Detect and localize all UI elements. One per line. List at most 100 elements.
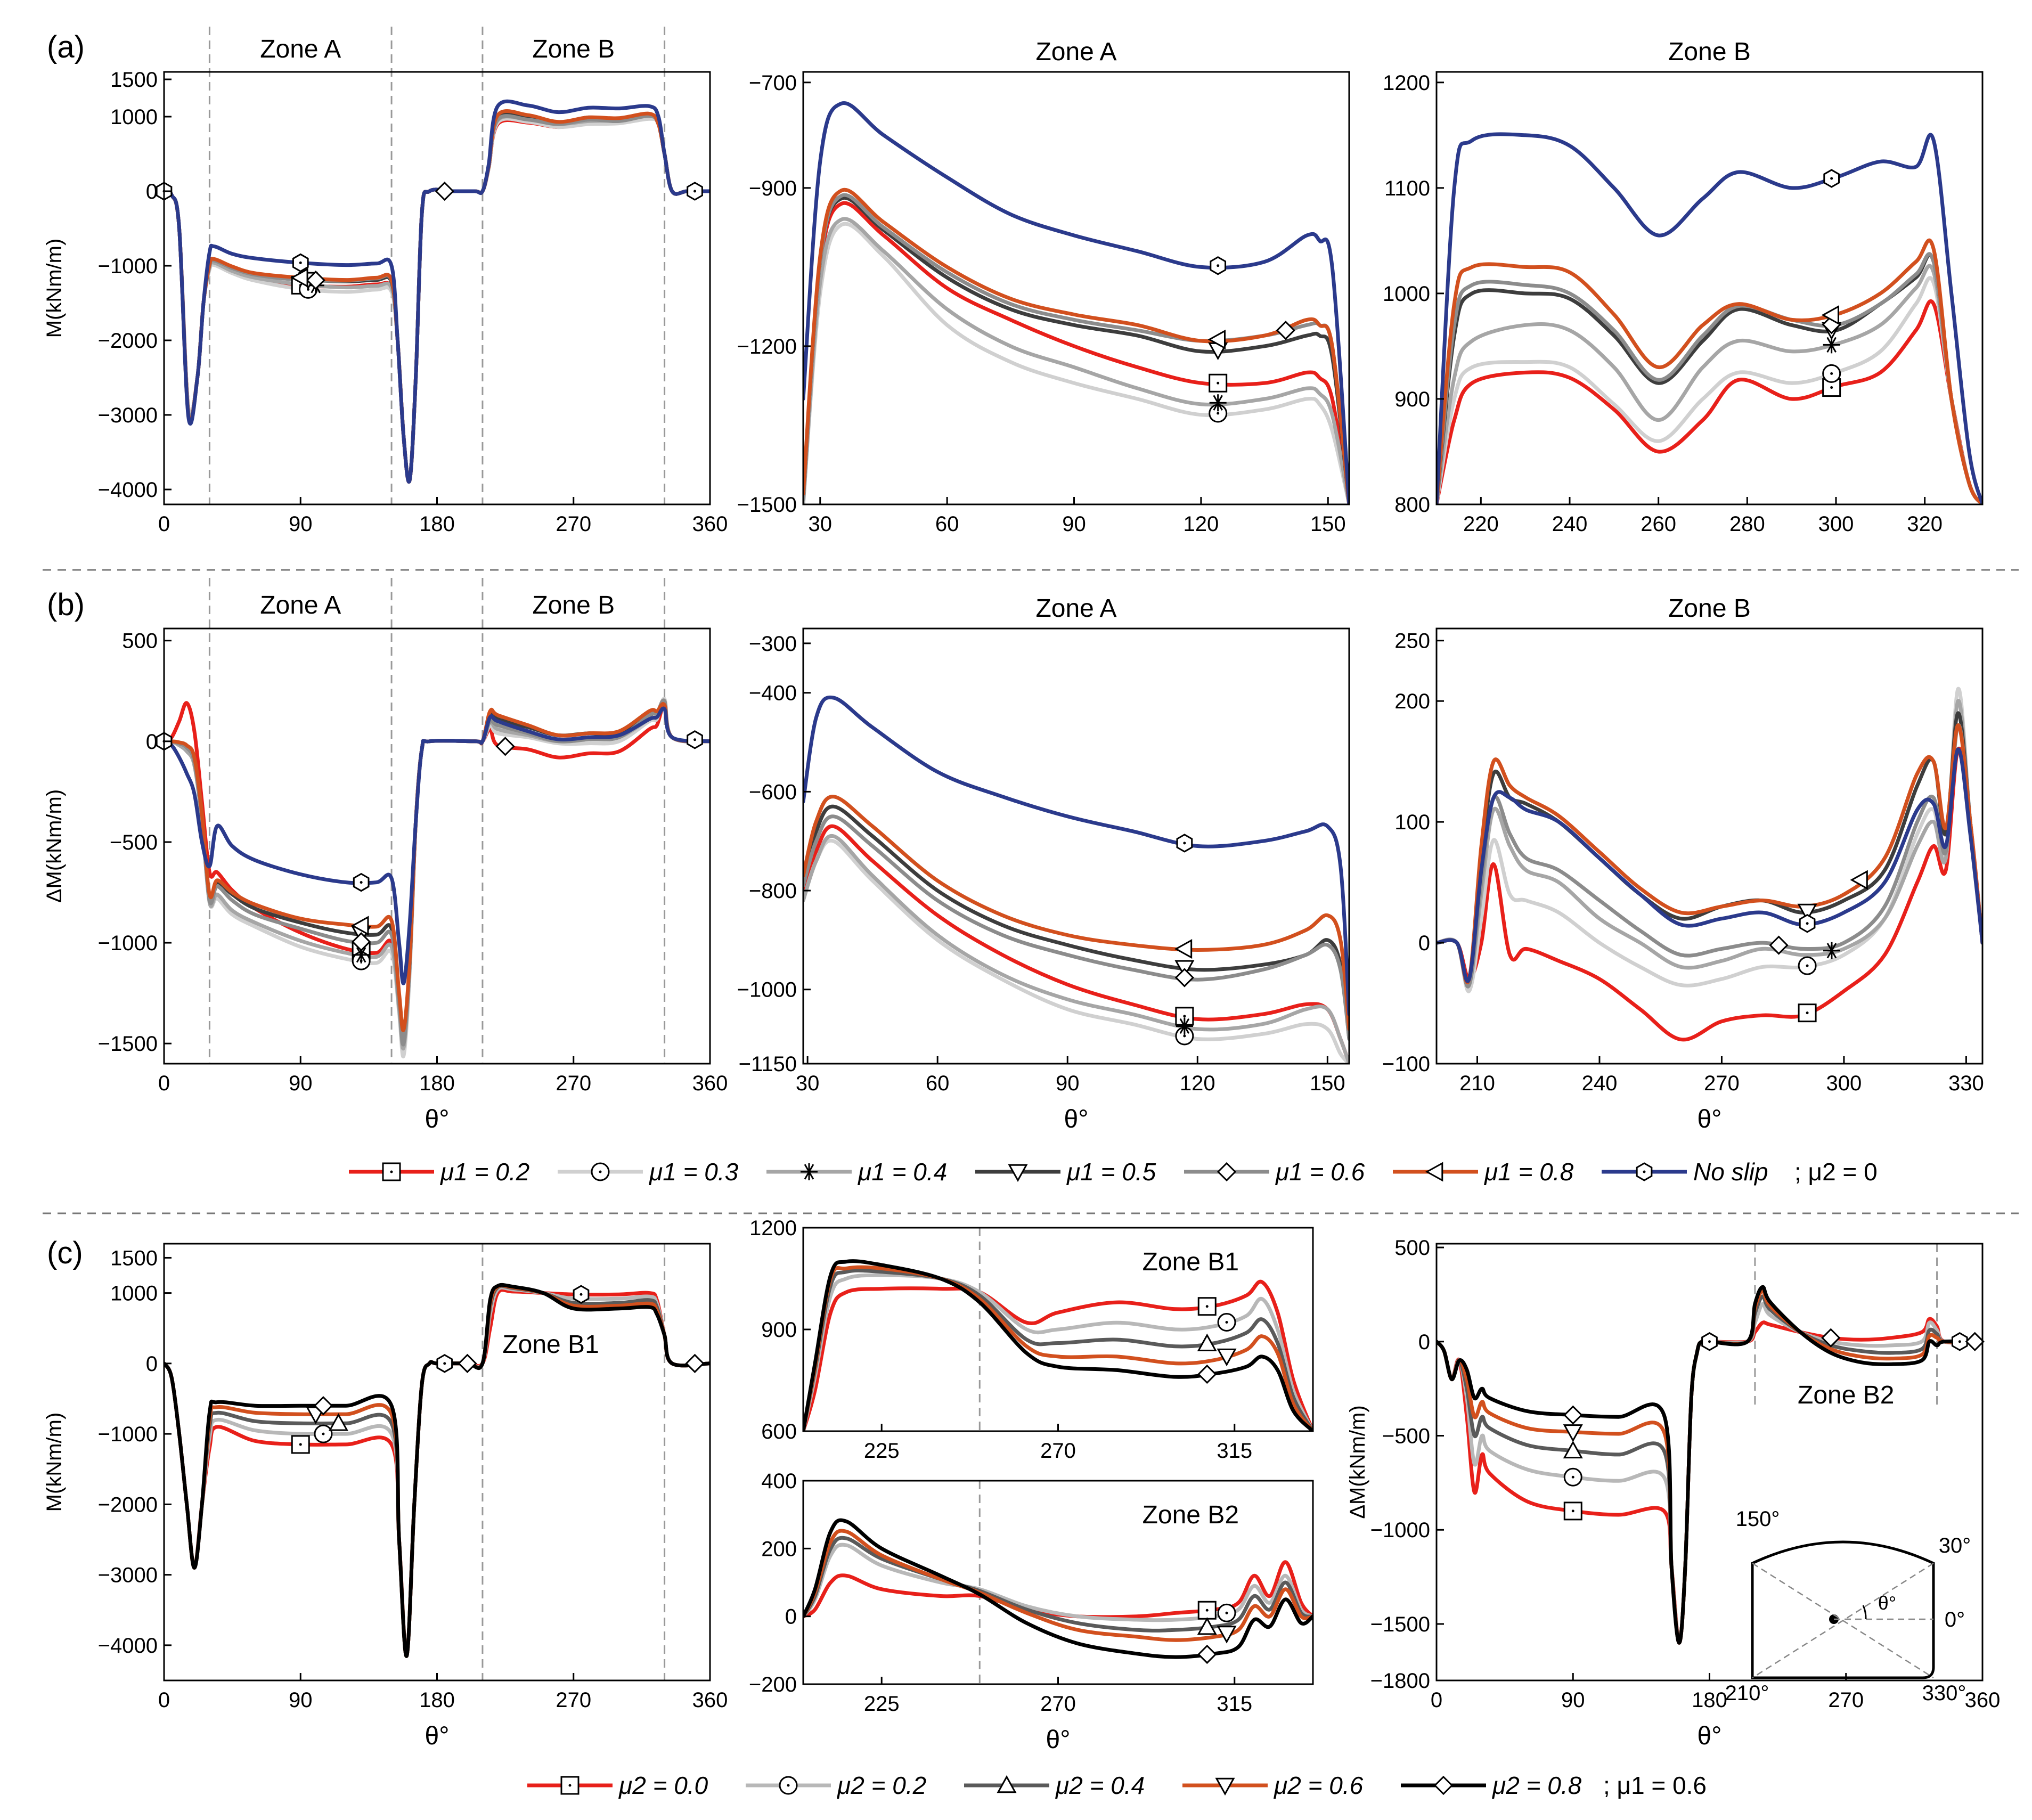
legend-marker-5 — [1425, 1162, 1443, 1182]
series-line-3 — [803, 804, 1349, 1041]
legend-marker-0-shape — [560, 1776, 580, 1795]
legend-label-0: μ2 = 0.0 — [618, 1772, 708, 1799]
x-tick-label: 210 — [1459, 1072, 1495, 1095]
series-marker-1 — [1822, 364, 1841, 383]
x-tick-label: 90 — [289, 512, 313, 536]
y-tick-label: −1500 — [1370, 1613, 1430, 1636]
x-axis-label: θ° — [1046, 1726, 1071, 1754]
series-line-3 — [164, 111, 710, 484]
y-tick-label: 600 — [761, 1420, 797, 1443]
legend-label-4: μ2 = 0.8 — [1492, 1772, 1582, 1799]
series-line-1 — [803, 222, 1349, 504]
series-line-2 — [164, 114, 710, 484]
series-marker-1-dot — [1806, 964, 1809, 967]
x-tick-label: 240 — [1582, 1072, 1618, 1095]
legend-marker-4 — [1217, 1162, 1237, 1182]
y-tick-label: 400 — [761, 1470, 797, 1493]
legend-label-4: μ1 = 0.6 — [1275, 1158, 1365, 1186]
x-tick-label: 180 — [1692, 1688, 1727, 1712]
x-tick-label: 315 — [1217, 1439, 1252, 1463]
junction-marker-dot — [1708, 1340, 1711, 1343]
legend-label-1: μ1 = 0.3 — [649, 1158, 739, 1186]
series-marker-2-shape — [1197, 1333, 1217, 1352]
legend-marker-3-shape — [1008, 1164, 1028, 1182]
x-tick-label: 270 — [1040, 1692, 1076, 1716]
series-marker-2-shape — [1197, 1617, 1217, 1635]
x-tick-label: 0 — [158, 512, 170, 536]
junction-marker-dot — [693, 190, 697, 193]
junction-marker — [687, 730, 703, 749]
chart-title: Zone A — [1035, 38, 1116, 66]
angle-arc — [1862, 1605, 1867, 1620]
inset-label-150: 150° — [1736, 1507, 1780, 1531]
x-tick-label: 90 — [1561, 1688, 1585, 1712]
series-marker-4-shape — [352, 932, 371, 952]
legend-marker-0 — [382, 1162, 401, 1181]
series-marker-0-shape — [1197, 1297, 1217, 1316]
legend-label-0: μ1 = 0.2 — [440, 1158, 529, 1186]
y-tick-label: −2000 — [98, 329, 158, 353]
y-tick-label: −500 — [1382, 1425, 1430, 1448]
legend-label-1: μ2 = 0.2 — [837, 1772, 926, 1799]
series-marker-2-shape — [1176, 1017, 1193, 1035]
y-axis-label: ΔM(kNm/m) — [43, 789, 66, 903]
y-tick-label: −1000 — [737, 978, 797, 1002]
series-line-6 — [803, 695, 1349, 1016]
zone-label: Zone B2 — [1143, 1501, 1239, 1529]
legend-marker-3 — [1008, 1164, 1028, 1182]
series-marker-5-shape — [1821, 305, 1839, 325]
y-tick-label: −300 — [749, 632, 797, 656]
series-marker-5-shape — [351, 916, 369, 936]
x-tick-label: 225 — [864, 1692, 900, 1716]
series-marker-4-shape — [1769, 935, 1789, 955]
axes-frame — [802, 627, 1350, 1065]
series-line-5 — [164, 109, 710, 484]
series-marker-5 — [1821, 305, 1839, 325]
y-tick-label: −1000 — [1370, 1519, 1430, 1542]
series-marker-3-shape — [1563, 1424, 1583, 1442]
series-marker-1-dot — [1225, 1320, 1228, 1324]
x-axis-label: θ° — [425, 1722, 450, 1750]
series-line-4 — [803, 193, 1349, 504]
inset-label-330: 330° — [1922, 1682, 1966, 1705]
legend-marker-1 — [779, 1776, 798, 1795]
series-line-1 — [803, 838, 1349, 1064]
series-line-1 — [164, 117, 710, 484]
zone-label-c-full: Zone B1 — [502, 1331, 599, 1359]
axes-frame — [163, 71, 711, 505]
series-marker-0-dot — [1205, 1305, 1209, 1308]
y-tick-label: 0 — [1418, 932, 1430, 955]
series-marker-4 — [1174, 968, 1194, 987]
series-line-6 — [164, 706, 710, 985]
legend-mu1: μ1 = 0.2 μ1 = 0.3 μ1 = 0.4 μ1 = 0.5 μ1 = 0.6… — [349, 1158, 1878, 1186]
x-tick-label: 180 — [419, 1688, 455, 1712]
series-line-3 — [164, 1283, 710, 1658]
x-tick-label: 260 — [1641, 512, 1676, 536]
chart-a1: 0 90 180 270 360 1500 1000 0 −1000 −2000 −3000 −400… — [43, 27, 728, 536]
y-tick-label: −3000 — [98, 404, 158, 427]
y-tick-label: −900 — [749, 177, 797, 200]
series-line-4 — [803, 814, 1349, 1041]
series-line-0 — [803, 824, 1349, 1064]
series-marker-0-dot — [299, 1443, 302, 1446]
series-marker-0 — [1798, 1003, 1817, 1023]
series-marker-6-dot — [299, 261, 302, 264]
x-tick-label: 0 — [158, 1688, 170, 1712]
legend-marker-1 — [591, 1162, 610, 1181]
series-marker-1 — [1217, 1603, 1236, 1622]
series-marker-5 — [1174, 939, 1193, 959]
series-line-6 — [803, 101, 1349, 504]
series-marker-3 — [1217, 1348, 1237, 1367]
legend-marker-2-shape — [801, 1163, 818, 1180]
y-tick-label: −1800 — [1370, 1669, 1430, 1693]
x-tick-label: 150 — [1310, 1072, 1345, 1095]
y-tick-label: 100 — [1394, 811, 1430, 834]
legend-suffix: ; μ1 = 0.6 — [1603, 1772, 1707, 1799]
zone-label: Zone B1 — [1143, 1248, 1239, 1276]
junction-marker — [1951, 1332, 1968, 1351]
series-line-5 — [1437, 238, 1982, 504]
series-line-0 — [803, 1279, 1313, 1431]
x-tick-label: 0 — [158, 1072, 170, 1095]
y-tick-label: 500 — [122, 630, 158, 653]
zone-label-b-right: Zone B — [532, 591, 615, 619]
